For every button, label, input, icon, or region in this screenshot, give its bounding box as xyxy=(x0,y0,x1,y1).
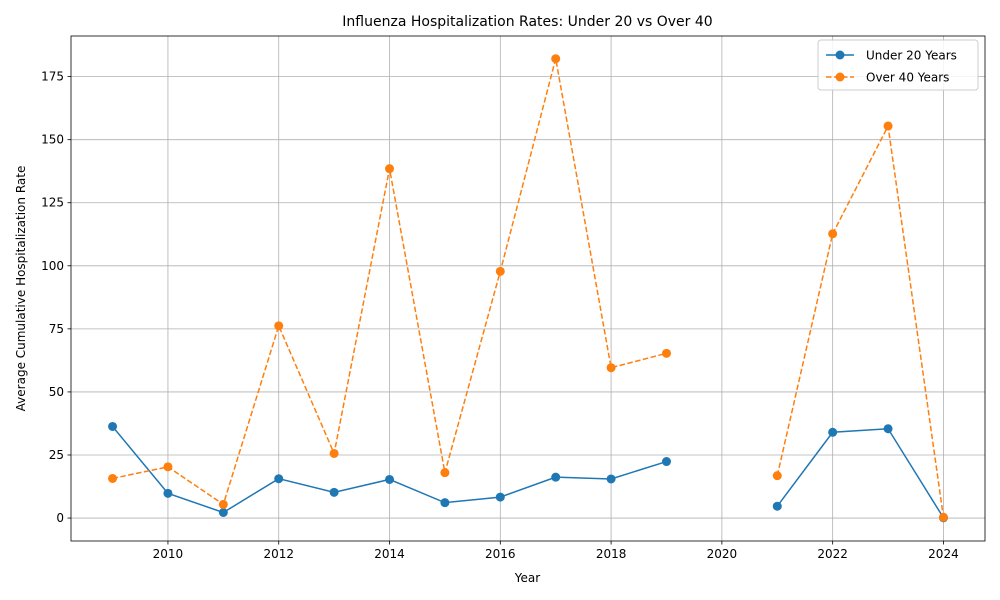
series-layer xyxy=(108,54,948,523)
data-point-over-40-years xyxy=(938,512,948,522)
legend-marker-over-40 xyxy=(835,72,845,82)
x-tick-label: 2010 xyxy=(153,547,184,561)
data-point-under-20-years xyxy=(883,424,893,434)
y-tick-label: 175 xyxy=(41,70,64,84)
data-point-over-40-years xyxy=(329,448,339,458)
y-axis-title: Average Cumulative Hospitalization Rate xyxy=(14,166,28,412)
data-point-under-20-years xyxy=(108,421,118,431)
data-point-under-20-years xyxy=(329,487,339,497)
data-point-over-40-years xyxy=(828,229,838,239)
x-tick-label: 2020 xyxy=(707,547,738,561)
series-line-over-40-years xyxy=(776,123,945,518)
data-point-under-20-years xyxy=(218,507,228,517)
x-tick-label: 2018 xyxy=(596,547,627,561)
data-point-over-40-years xyxy=(495,266,505,276)
data-point-over-40-years xyxy=(772,471,782,481)
legend-label-over-40: Over 40 Years xyxy=(866,71,949,85)
data-point-over-40-years xyxy=(606,363,616,373)
data-point-over-40-years xyxy=(274,321,284,331)
x-tick-label: 2016 xyxy=(485,547,516,561)
data-point-under-20-years xyxy=(661,457,671,467)
series-line-under-20-years xyxy=(776,427,945,519)
data-point-over-40-years xyxy=(661,348,671,358)
y-axis-ticks: 0 25 50 75 100 125 150 175 xyxy=(41,70,71,525)
chart-title: Influenza Hospitalization Rates: Under 2… xyxy=(342,14,712,30)
y-tick-label: 125 xyxy=(41,196,64,210)
data-point-under-20-years xyxy=(606,474,616,484)
y-tick-label: 150 xyxy=(41,133,64,147)
plot-frame xyxy=(70,35,986,542)
y-tick-label: 75 xyxy=(49,322,64,336)
data-point-under-20-years xyxy=(163,488,173,498)
data-point-over-40-years xyxy=(440,468,450,478)
legend-marker-under-20 xyxy=(835,50,845,60)
x-tick-label: 2022 xyxy=(817,547,848,561)
y-tick-label: 0 xyxy=(56,511,64,525)
x-tick-label: 2024 xyxy=(928,547,959,561)
y-tick-label: 25 xyxy=(49,448,64,462)
series-over-40-years xyxy=(108,54,948,522)
data-point-over-40-years xyxy=(108,473,118,483)
data-point-over-40-years xyxy=(218,499,228,509)
data-point-under-20-years xyxy=(828,427,838,437)
y-tick-label: 50 xyxy=(49,385,64,399)
data-point-under-20-years xyxy=(495,492,505,502)
x-axis-title: Year xyxy=(514,571,540,585)
legend-label-under-20: Under 20 Years xyxy=(866,49,957,63)
x-tick-label: 2012 xyxy=(263,547,294,561)
data-point-under-20-years xyxy=(274,474,284,484)
data-point-over-40-years xyxy=(883,121,893,131)
grid xyxy=(71,36,985,541)
legend: Under 20 Years Over 40 Years xyxy=(817,39,979,91)
data-point-under-20-years xyxy=(385,474,395,484)
x-tick-label: 2014 xyxy=(374,547,405,561)
data-point-under-20-years xyxy=(440,498,450,508)
y-tick-label: 100 xyxy=(41,259,64,273)
data-point-over-40-years xyxy=(551,54,561,64)
data-point-over-40-years xyxy=(385,164,395,174)
legend-box xyxy=(817,39,979,91)
data-point-under-20-years xyxy=(551,472,561,482)
data-point-over-40-years xyxy=(163,462,173,472)
x-axis-ticks: 2010 2012 2014 2016 2018 2020 2022 2024 xyxy=(153,541,959,561)
data-point-under-20-years xyxy=(772,501,782,511)
